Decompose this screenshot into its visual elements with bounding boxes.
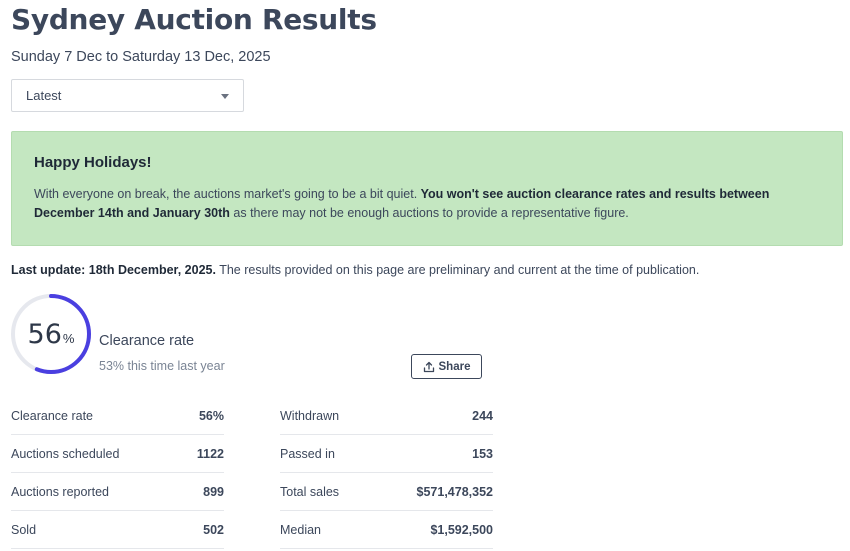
- stat-label: Sold: [11, 522, 37, 537]
- stat-value: 502: [203, 522, 224, 537]
- last-update-label: Last update: 18th December, 2025.: [11, 263, 216, 277]
- stat-value: 153: [472, 446, 493, 461]
- gauge-arc: [11, 294, 91, 374]
- clearance-rate-label: Clearance rate: [99, 333, 195, 349]
- stat-value: 1122: [196, 446, 224, 461]
- stat-value: 899: [203, 484, 224, 499]
- share-icon: [423, 361, 434, 372]
- period-select[interactable]: Latest: [11, 79, 244, 112]
- stat-row-median: Median $1,592,500: [280, 511, 493, 549]
- banner-heading: Happy Holidays!: [34, 154, 152, 171]
- stat-row-auctions-reported: Auctions reported 899: [11, 473, 224, 511]
- stat-label: Passed in: [280, 446, 335, 461]
- banner-text-bold: You won't see auction clearance rates an…: [34, 187, 770, 220]
- clearance-last-year: 53% this time last year: [99, 359, 225, 373]
- stat-row-sold: Sold 502: [11, 511, 224, 549]
- stat-label: Auctions scheduled: [11, 446, 120, 461]
- banner-body: With everyone on break, the auctions mar…: [34, 185, 794, 222]
- chevron-down-icon: [221, 94, 229, 99]
- share-label: Share: [438, 360, 471, 373]
- last-update: Last update: 18th December, 2025. The re…: [11, 263, 699, 277]
- stat-label: Median: [280, 522, 321, 537]
- banner-text-outro: as there may not be enough auctions to p…: [229, 205, 629, 220]
- stat-row-withdrawn: Withdrawn 244: [280, 397, 493, 435]
- stat-value: $571,478,352: [416, 484, 493, 499]
- stat-row-passed-in: Passed in 153: [280, 435, 493, 473]
- date-range: Sunday 7 Dec to Saturday 13 Dec, 2025: [11, 49, 271, 65]
- stat-row-clearance-rate: Clearance rate 56%: [11, 397, 224, 435]
- gauge-number: 56: [27, 318, 62, 350]
- banner-text-intro: With everyone on break, the auctions mar…: [34, 187, 421, 201]
- stat-label: Withdrawn: [280, 408, 340, 423]
- holiday-banner: Happy Holidays! With everyone on break, …: [11, 131, 843, 246]
- period-select-value: Latest: [26, 88, 62, 103]
- stat-row-auctions-scheduled: Auctions scheduled 1122: [11, 435, 224, 473]
- stats-left: Clearance rate 56% Auctions scheduled 1122…: [11, 397, 224, 549]
- stat-value: 56%: [198, 408, 224, 423]
- stat-value: 244: [472, 408, 493, 423]
- clearance-gauge: [11, 294, 91, 374]
- share-button[interactable]: Share: [411, 354, 482, 379]
- stat-label: Total sales: [280, 484, 340, 499]
- stat-label: Clearance rate: [11, 408, 93, 423]
- stats-right: Withdrawn 244 Passed in 153 Total sales $57…: [280, 397, 493, 549]
- last-update-note: The results provided on this page are pr…: [215, 263, 700, 277]
- gauge-unit: %: [62, 330, 75, 346]
- stat-value: $1,592,500: [430, 522, 493, 537]
- stat-row-total-sales: Total sales $571,478,352: [280, 473, 493, 511]
- page-title: Sydney Auction Results: [11, 3, 377, 36]
- gauge-value: 56%: [10, 293, 92, 375]
- stat-label: Auctions reported: [11, 484, 109, 499]
